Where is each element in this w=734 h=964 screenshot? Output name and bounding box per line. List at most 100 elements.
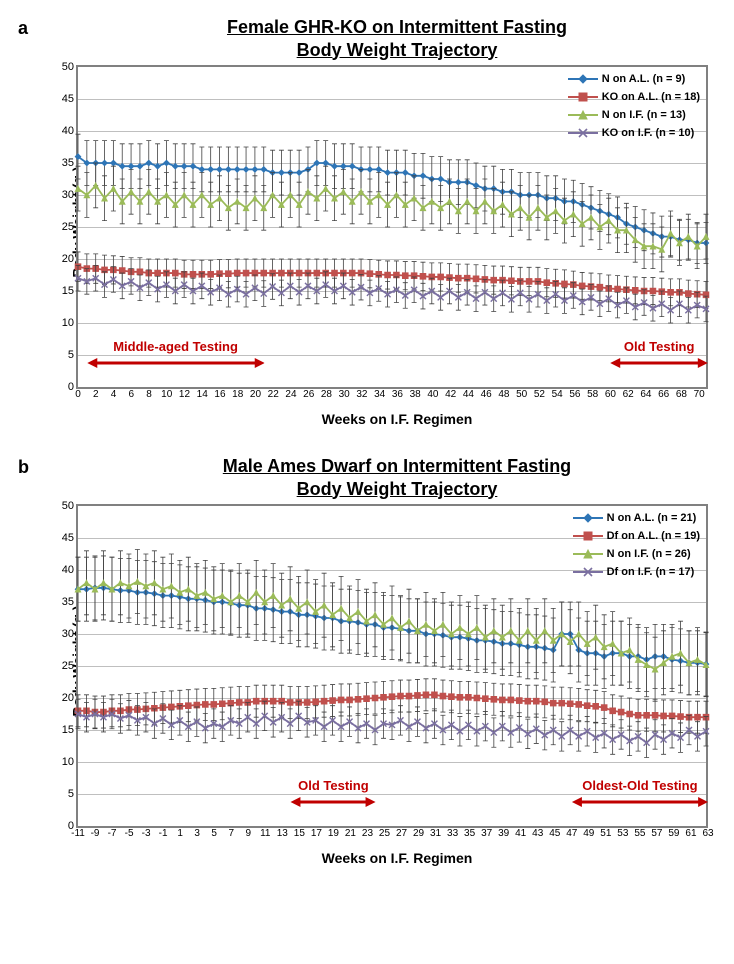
x-tick-label: 12 [179, 389, 190, 400]
x-tick-label: 19 [328, 828, 339, 839]
double-arrow-icon [87, 356, 264, 370]
annotation-label: Oldest-Old Testing [572, 778, 708, 793]
x-tick-label: -11 [71, 828, 85, 839]
x-tick-label: 6 [128, 389, 134, 400]
legend-label: N on I.F. (n = 13) [602, 109, 686, 121]
x-tick-label: -5 [125, 828, 134, 839]
y-tick-label: 15 [52, 724, 74, 736]
legend-item: KO on A.L. (n = 18) [568, 91, 700, 103]
x-tick-label: 60 [605, 389, 616, 400]
y-tick-label: 40 [52, 564, 74, 576]
y-tick-label: 20 [52, 692, 74, 704]
x-tick-label: 56 [569, 389, 580, 400]
x-tick-label: -1 [159, 828, 168, 839]
x-tick-label: 63 [702, 828, 713, 839]
y-tick-label: 35 [52, 596, 74, 608]
title-line: Female GHR-KO on Intermittent Fasting [76, 16, 718, 39]
title-line: Body Weight Trajectory [76, 39, 718, 62]
x-axis-label: Weeks on I.F. Regimen [76, 411, 718, 427]
x-tick-label: 66 [658, 389, 669, 400]
double-arrow-icon [572, 795, 708, 809]
x-tick-label: 54 [552, 389, 563, 400]
x-tick-label: 16 [214, 389, 225, 400]
x-tick-label: 49 [583, 828, 594, 839]
x-tick-label: 70 [694, 389, 705, 400]
legend-item: N on A.L. (n = 9) [568, 73, 700, 85]
y-tick-label: 15 [52, 285, 74, 297]
x-tick-label: 44 [463, 389, 474, 400]
x-tick-label: 3 [194, 828, 200, 839]
annotation-label: Old Testing [291, 778, 376, 793]
x-tick-label: 68 [676, 389, 687, 400]
series-line [78, 185, 706, 249]
y-tick-label: 45 [52, 532, 74, 544]
y-tick-label: 10 [52, 756, 74, 768]
x-tick-label: 15 [294, 828, 305, 839]
legend: N on A.L. (n = 9) KO on A.L. (n = 18) N on… [568, 73, 700, 145]
double-arrow-icon [610, 356, 708, 370]
annotation: Old Testing [291, 778, 376, 814]
legend-item: N on I.F. (n = 13) [568, 109, 700, 121]
panel-b: bMale Ames Dwarf on Intermittent Fasting… [16, 455, 718, 866]
x-tick-label: 20 [250, 389, 261, 400]
x-tick-label: 4 [111, 389, 117, 400]
y-tick-label: 10 [52, 317, 74, 329]
x-tick-label: 55 [634, 828, 645, 839]
x-tick-label: 7 [228, 828, 234, 839]
x-tick-label: -7 [108, 828, 117, 839]
x-tick-label: 33 [447, 828, 458, 839]
legend: N on A.L. (n = 21)Df on A.L. (n = 19)N o… [573, 512, 700, 584]
title-line: Body Weight Trajectory [76, 478, 718, 501]
x-tick-label: -9 [91, 828, 100, 839]
x-tick-label: 1 [177, 828, 183, 839]
x-tick-label: 36 [392, 389, 403, 400]
series-line [78, 278, 706, 310]
x-tick-label: 26 [303, 389, 314, 400]
chart-frame: 0510152025303540455002468101214161820222… [76, 65, 708, 389]
annotation-label: Old Testing [610, 339, 708, 354]
legend-label: N on I.F. (n = 26) [607, 548, 691, 560]
panel-titles: Male Ames Dwarf on Intermittent FastingB… [76, 455, 718, 500]
double-arrow-icon [291, 795, 376, 809]
x-tick-label: 9 [245, 828, 251, 839]
y-tick-label: 0 [52, 381, 74, 393]
x-tick-label: 57 [651, 828, 662, 839]
x-tick-label: 10 [161, 389, 172, 400]
x-tick-label: 35 [464, 828, 475, 839]
x-tick-label: 52 [534, 389, 545, 400]
x-tick-label: 2 [93, 389, 99, 400]
x-tick-label: 31 [430, 828, 441, 839]
x-tick-label: 34 [374, 389, 385, 400]
x-tick-label: 58 [587, 389, 598, 400]
x-axis-label: Weeks on I.F. Regimen [76, 850, 718, 866]
x-tick-label: 22 [268, 389, 279, 400]
x-tick-label: 45 [549, 828, 560, 839]
annotation-label: Middle-aged Testing [87, 339, 264, 354]
x-tick-label: 64 [640, 389, 651, 400]
y-tick-label: 30 [52, 628, 74, 640]
x-tick-label: 47 [566, 828, 577, 839]
x-tick-label: 46 [481, 389, 492, 400]
y-tick-label: 45 [52, 93, 74, 105]
panel-titles: Female GHR-KO on Intermittent FastingBod… [76, 16, 718, 61]
y-tick-label: 30 [52, 189, 74, 201]
x-tick-label: 27 [396, 828, 407, 839]
legend-label: KO on I.F. (n = 10) [602, 127, 695, 139]
x-tick-label: 61 [685, 828, 696, 839]
x-tick-label: 59 [668, 828, 679, 839]
legend-item: KO on I.F. (n = 10) [568, 127, 700, 139]
x-tick-label: 32 [356, 389, 367, 400]
x-tick-label: 23 [362, 828, 373, 839]
x-tick-label: -3 [142, 828, 151, 839]
y-tick-label: 40 [52, 125, 74, 137]
y-tick-label: 5 [52, 788, 74, 800]
panel-a: aFemale GHR-KO on Intermittent FastingBo… [16, 16, 718, 427]
x-tick-label: 28 [321, 389, 332, 400]
annotation: Old Testing [610, 339, 708, 375]
x-tick-label: 30 [339, 389, 350, 400]
x-tick-label: 62 [623, 389, 634, 400]
y-tick-label: 50 [52, 500, 74, 512]
legend-label: N on A.L. (n = 9) [602, 73, 686, 85]
y-tick-label: 5 [52, 349, 74, 361]
legend-label: Df on A.L. (n = 19) [607, 530, 700, 542]
